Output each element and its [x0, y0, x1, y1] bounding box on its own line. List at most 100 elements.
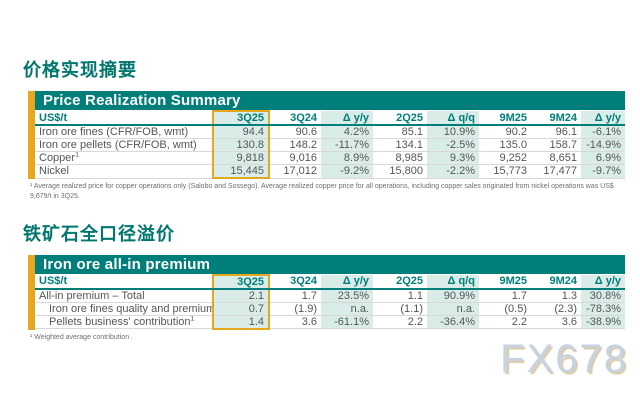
- row-label: Iron ore fines (CFR/FOB, wmt): [35, 125, 213, 139]
- watermark-fx678: FX678: [500, 337, 628, 381]
- column-header: US$/t: [35, 274, 213, 290]
- column-header: Δ q/q: [427, 274, 479, 290]
- cell: -11.7%: [321, 138, 373, 152]
- data-table: US$/t 3Q25 3Q24 Δ y/y 2Q25 Δ q/q 9M25 9M24 Δ y/y…: [35, 110, 625, 179]
- cell: 1.4: [212, 315, 270, 330]
- cell: 96.1: [531, 125, 581, 139]
- iron-ore-all-in-premium-table: Iron ore all-in premium US$/t 3Q25 3Q24 Δ y…: [28, 254, 625, 330]
- cell: 9,016: [269, 151, 321, 165]
- cell: 9,252: [479, 151, 531, 165]
- cell: 23.5%: [321, 288, 373, 303]
- cell: -9.2%: [321, 164, 373, 179]
- cell: 2.2: [479, 315, 531, 330]
- cell: 2.1: [212, 288, 270, 303]
- cell: 130.8: [212, 138, 270, 152]
- cell: 148.2: [269, 138, 321, 152]
- column-header: 9M24: [531, 274, 581, 290]
- cell: n.a.: [321, 302, 373, 316]
- cell: 1.3: [531, 288, 581, 303]
- header-row: US$/t 3Q25 3Q24 Δ y/y 2Q25 Δ q/q 9M25 9M24 Δ y/y: [35, 273, 625, 290]
- cell: 90.2: [479, 125, 531, 139]
- section-heading-iron-ore-premium-cn: 铁矿石全口径溢价: [23, 223, 175, 245]
- row-label: Iron ore fines quality and premiums: [35, 302, 213, 316]
- column-header: Δ y/y: [581, 111, 625, 126]
- cell: 30.8%: [581, 288, 625, 303]
- cell: 85.1: [373, 125, 427, 139]
- table-row: Iron ore pellets (CFR/FOB, wmt) 130.8 148.…: [35, 138, 625, 152]
- column-header: 9M25: [479, 111, 531, 126]
- cell: -36.4%: [427, 315, 479, 330]
- column-header: Δ y/y: [581, 274, 625, 290]
- cell: 15,445: [212, 164, 270, 179]
- row-label: Nickel: [35, 164, 213, 179]
- table-title: Iron ore all-in premium: [35, 254, 625, 274]
- cell: 90.6: [269, 125, 321, 139]
- cell: 17,477: [531, 164, 581, 179]
- data-table: US$/t 3Q25 3Q24 Δ y/y 2Q25 Δ q/q 9M25 9M24 Δ y/y…: [35, 273, 625, 330]
- cell: -9.7%: [581, 164, 625, 179]
- cell: 15,800: [373, 164, 427, 179]
- column-header: 9M25: [479, 274, 531, 290]
- cell: -2.5%: [427, 138, 479, 152]
- cell: -6.1%: [581, 125, 625, 139]
- column-header: Δ y/y: [321, 274, 373, 290]
- cell: 15,773: [479, 164, 531, 179]
- row-label: Copper1: [35, 151, 213, 165]
- cell: 10.9%: [427, 125, 479, 139]
- column-header: 3Q25: [212, 110, 270, 126]
- column-header: US$/t: [35, 111, 213, 126]
- column-header: 3Q24: [269, 274, 321, 290]
- cell: -78.3%: [581, 302, 625, 316]
- row-label: Iron ore pellets (CFR/FOB, wmt): [35, 138, 213, 152]
- footnote-weighted-average: ¹ Weighted average contribution .: [30, 333, 133, 341]
- table-row: Iron ore fines quality and premiums 0.7 (1…: [35, 302, 625, 316]
- cell: (2.3): [531, 302, 581, 316]
- cell: 9,818: [212, 151, 270, 165]
- cell: 8.9%: [321, 151, 373, 165]
- cell: -2.2%: [427, 164, 479, 179]
- column-header: 3Q25: [212, 273, 270, 290]
- cell: 1.1: [373, 288, 427, 303]
- cell: 17,012: [269, 164, 321, 179]
- cell: 8,651: [531, 151, 581, 165]
- table-title: Price Realization Summary: [35, 91, 625, 110]
- cell: -14.9%: [581, 138, 625, 152]
- footnote-copper-price: ¹ Average realized price for copper oper…: [30, 183, 614, 200]
- cell: (1.1): [373, 302, 427, 316]
- cell: 1.7: [479, 288, 531, 303]
- cell: 8,985: [373, 151, 427, 165]
- table-row: Copper1 9,818 9,016 8.9% 8,985 9.3% 9,252 8,651…: [35, 151, 625, 165]
- cell: (1.9): [269, 302, 321, 316]
- row-label: Pellets business' contribution1: [35, 315, 213, 330]
- cell: 0.7: [212, 302, 270, 316]
- section-heading-price-realization-cn: 价格实现摘要: [23, 60, 137, 81]
- column-header: Δ q/q: [427, 111, 479, 126]
- column-header: 9M24: [531, 111, 581, 126]
- price-realization-summary-table: Price Realization Summary US$/t 3Q25 3Q24 Δ…: [28, 91, 625, 179]
- table-row: Pellets business' contribution1 1.4 3.6 -61…: [35, 315, 625, 330]
- header-row: US$/t 3Q25 3Q24 Δ y/y 2Q25 Δ q/q 9M25 9M24 Δ y/y: [35, 110, 625, 126]
- cell: n.a.: [427, 302, 479, 316]
- cell: 158.7: [531, 138, 581, 152]
- cell: (0.5): [479, 302, 531, 316]
- cell: 1.7: [269, 288, 321, 303]
- row-label: All-in premium – Total: [35, 288, 213, 303]
- column-header: 2Q25: [373, 111, 427, 126]
- cell: 90.9%: [427, 288, 479, 303]
- cell: -38.9%: [581, 315, 625, 330]
- cell: 6.9%: [581, 151, 625, 165]
- cell: 3.6: [531, 315, 581, 330]
- cell: 134.1: [373, 138, 427, 152]
- column-header: Δ y/y: [321, 111, 373, 126]
- cell: 4.2%: [321, 125, 373, 139]
- cell: -61.1%: [321, 315, 373, 330]
- cell: 94.4: [212, 125, 270, 139]
- cell: 3.6: [269, 315, 321, 330]
- cell: 2.2: [373, 315, 427, 330]
- table-row: Nickel 15,445 17,012 -9.2% 15,800 -2.2% 15,773…: [35, 164, 625, 179]
- cell: 135.0: [479, 138, 531, 152]
- column-header: 2Q25: [373, 274, 427, 290]
- table-row: Iron ore fines (CFR/FOB, wmt) 94.4 90.6 4.2…: [35, 125, 625, 139]
- column-header: 3Q24: [269, 111, 321, 126]
